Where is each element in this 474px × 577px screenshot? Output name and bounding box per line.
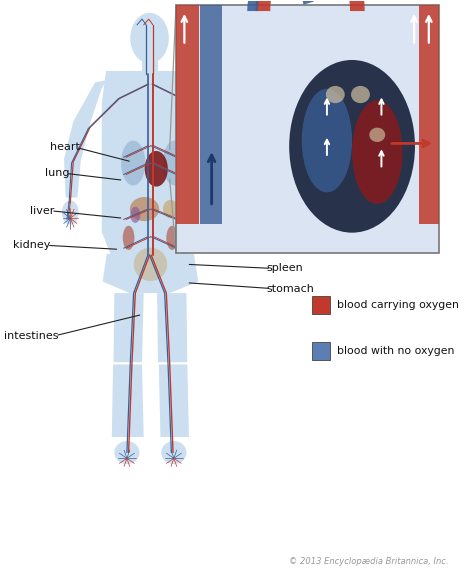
Polygon shape [247,0,314,11]
Ellipse shape [163,141,187,185]
Ellipse shape [222,200,239,224]
Ellipse shape [326,86,345,103]
Text: stomach: stomach [266,283,314,294]
Polygon shape [159,365,189,437]
Text: intestines: intestines [4,331,59,340]
Text: blood with no oxygen: blood with no oxygen [337,346,455,356]
Ellipse shape [123,226,135,250]
Text: spleen: spleen [266,263,303,273]
Polygon shape [64,80,107,197]
Ellipse shape [114,441,139,464]
Ellipse shape [369,128,385,142]
Text: kidney: kidney [13,241,50,250]
Ellipse shape [130,197,159,221]
Polygon shape [201,5,222,224]
Polygon shape [176,5,199,224]
Ellipse shape [145,151,168,186]
Ellipse shape [134,248,167,281]
Ellipse shape [130,13,169,63]
Polygon shape [142,61,158,72]
Ellipse shape [289,60,415,233]
Polygon shape [102,254,198,293]
Ellipse shape [351,86,370,103]
Bar [312,296,330,314]
Ellipse shape [302,89,352,192]
Polygon shape [419,5,439,224]
Polygon shape [102,71,198,255]
Ellipse shape [161,441,186,464]
Polygon shape [112,365,144,437]
Text: lung: lung [45,168,69,178]
Ellipse shape [121,141,146,185]
Text: © 2013 Encyclopædia Britannica, Inc.: © 2013 Encyclopædia Britannica, Inc. [289,557,449,566]
Text: blood carrying oxygen: blood carrying oxygen [337,300,459,310]
Bar [312,342,330,361]
Text: heart: heart [50,143,80,152]
Ellipse shape [352,100,402,204]
FancyBboxPatch shape [176,5,439,253]
Ellipse shape [166,226,178,250]
Polygon shape [157,293,187,362]
Ellipse shape [163,200,178,218]
Polygon shape [113,293,144,362]
Polygon shape [255,0,365,11]
Polygon shape [194,80,237,197]
Ellipse shape [130,207,140,223]
Text: liver: liver [30,206,55,216]
Ellipse shape [62,200,79,224]
